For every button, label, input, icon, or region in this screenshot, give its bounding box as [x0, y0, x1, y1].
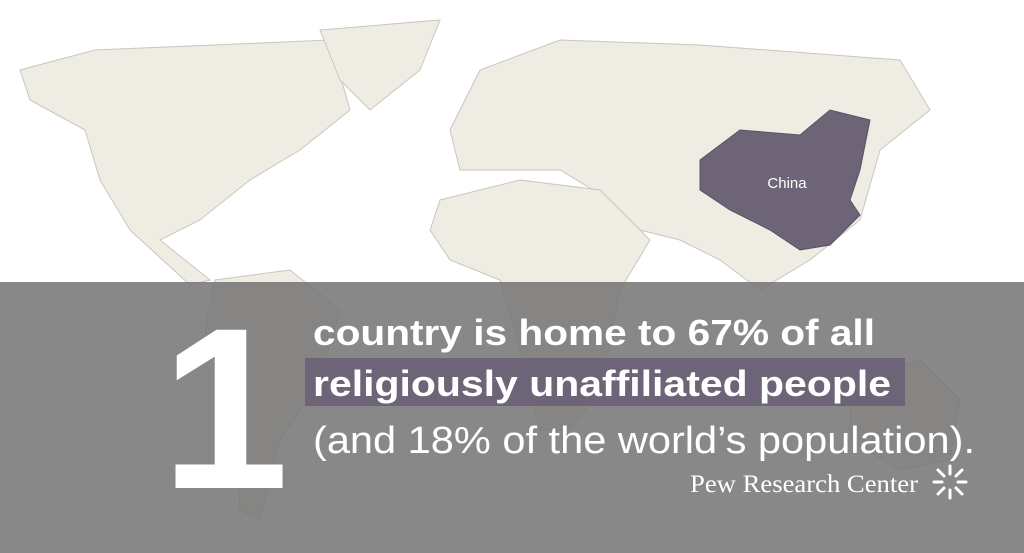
north-america: [19, 39, 351, 286]
map-label: China: [767, 175, 807, 192]
big-number: 1: [161, 280, 289, 537]
headline-line: religiously unaffiliated people: [313, 363, 891, 404]
greenland: [319, 19, 441, 111]
overlay: [0, 282, 1024, 553]
highlight: [305, 358, 905, 406]
china: [699, 109, 871, 251]
brand-logo: [932, 464, 968, 500]
headline-line: country is home to 67% of all: [313, 312, 875, 353]
brand: Pew Research Center: [690, 471, 919, 498]
headline-line: (and 18% of the world’s population).: [313, 420, 975, 462]
